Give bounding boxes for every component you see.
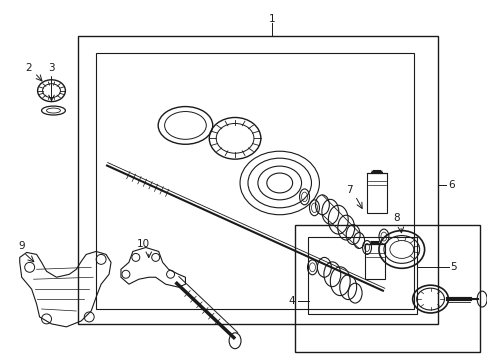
- Text: 9: 9: [19, 242, 25, 252]
- Bar: [307, 237, 416, 314]
- Bar: [366, 173, 386, 213]
- Text: 3: 3: [48, 63, 55, 73]
- Bar: [78, 36, 438, 324]
- Text: 2: 2: [25, 63, 32, 73]
- Text: 5: 5: [449, 262, 456, 272]
- Bar: [294, 225, 479, 352]
- Text: 10: 10: [137, 239, 150, 249]
- Bar: [365, 243, 384, 279]
- Text: 4: 4: [288, 296, 294, 306]
- Text: 6: 6: [447, 180, 454, 190]
- Text: 7: 7: [345, 185, 352, 195]
- Text: 1: 1: [268, 14, 275, 24]
- Bar: [96, 53, 413, 309]
- Text: 8: 8: [393, 213, 399, 223]
